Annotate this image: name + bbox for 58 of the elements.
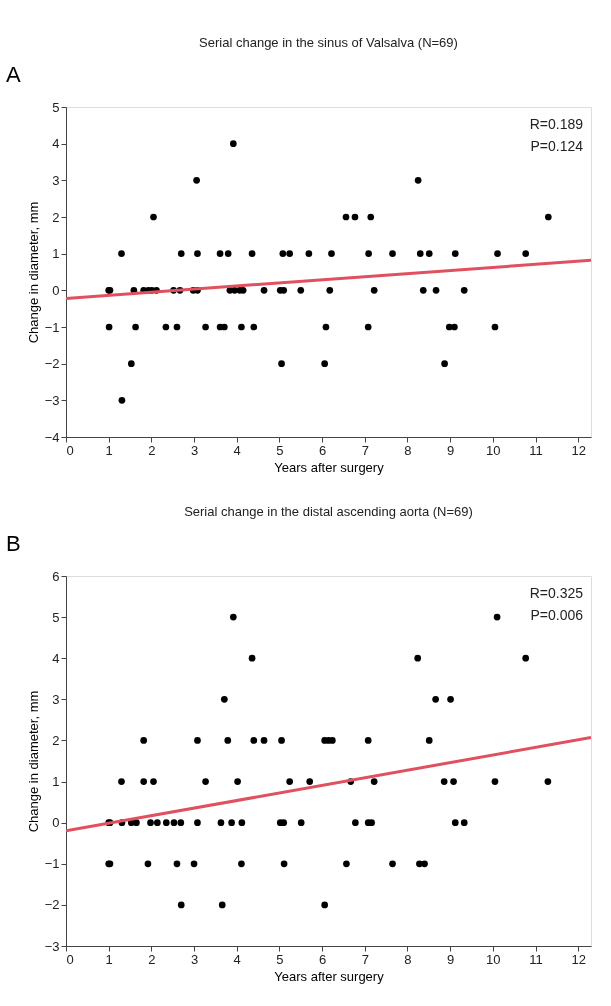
x-tick-label: 10 [486,442,501,458]
chart-title: Serial change in the sinus of Valsalva (N=69) [199,35,458,50]
x-tick-label: 7 [361,951,369,967]
y-tick-label: 0 [52,815,60,831]
x-tick-label: 1 [105,951,113,967]
y-tick-label: 2 [52,209,60,225]
y-tick-label: 6 [52,568,60,584]
y-tick-label: 3 [52,691,60,707]
y-tick-label: −1 [44,856,60,872]
annotation: P=0.124 [530,138,584,154]
text: B [6,531,21,556]
x-tick-label: 0 [66,951,74,967]
x-tick-label: 10 [486,951,501,967]
x-tick-label: 8 [404,442,412,458]
y-tick-label: −4 [44,429,60,445]
y-tick-label: 5 [52,99,60,115]
x-tick-label: 2 [148,442,156,458]
x-axis-title: Years after surgery [274,459,385,475]
y-tick-label: 2 [52,732,60,748]
annotation: R=0.325 [529,585,584,601]
x-tick-label: 12 [571,951,586,967]
y-tick-label: 3 [52,172,60,188]
x-tick-label: 9 [447,442,455,458]
y-tick-label: 5 [52,609,60,625]
y-axis-title: Change in diameter, mm [25,690,41,833]
x-tick-label: 8 [404,951,412,967]
y-tick-label: −3 [44,392,60,408]
annotation: R=0.189 [529,116,584,132]
x-tick-label: 5 [276,442,284,458]
x-tick-label: 6 [318,442,327,458]
y-tick-label: 0 [52,282,60,298]
y-tick-label: 1 [52,774,60,790]
x-tick-label: 12 [571,442,586,458]
x-tick-label: 6 [318,951,327,967]
x-tick-label: 2 [148,951,156,967]
y-tick-label: −1 [44,319,60,335]
y-tick-label: 4 [52,136,60,152]
x-tick-label: 9 [447,951,455,967]
x-tick-label: 3 [190,442,199,458]
y-tick-label: −2 [44,897,60,913]
y-tick-label: −2 [44,356,60,372]
x-tick-label: 11 [529,442,543,458]
text: A [6,62,21,87]
x-axis-title: Years after surgery [274,968,385,984]
x-tick-label: 7 [361,442,369,458]
chart-title: Serial change in the distal ascending aorta (N=69) [184,504,473,519]
x-tick-label: 3 [190,951,199,967]
x-tick-label: 11 [529,951,543,967]
x-tick-label: 5 [276,951,284,967]
x-tick-label: 4 [233,442,241,458]
y-tick-label: −3 [44,938,60,954]
x-tick-label: 1 [105,442,113,458]
x-tick-label: 0 [66,442,74,458]
annotation: P=0.006 [530,607,584,623]
y-tick-label: 1 [52,246,60,262]
y-axis-title: Change in diameter, mm [25,201,41,344]
y-tick-label: 4 [52,650,60,666]
x-tick-label: 4 [233,951,241,967]
